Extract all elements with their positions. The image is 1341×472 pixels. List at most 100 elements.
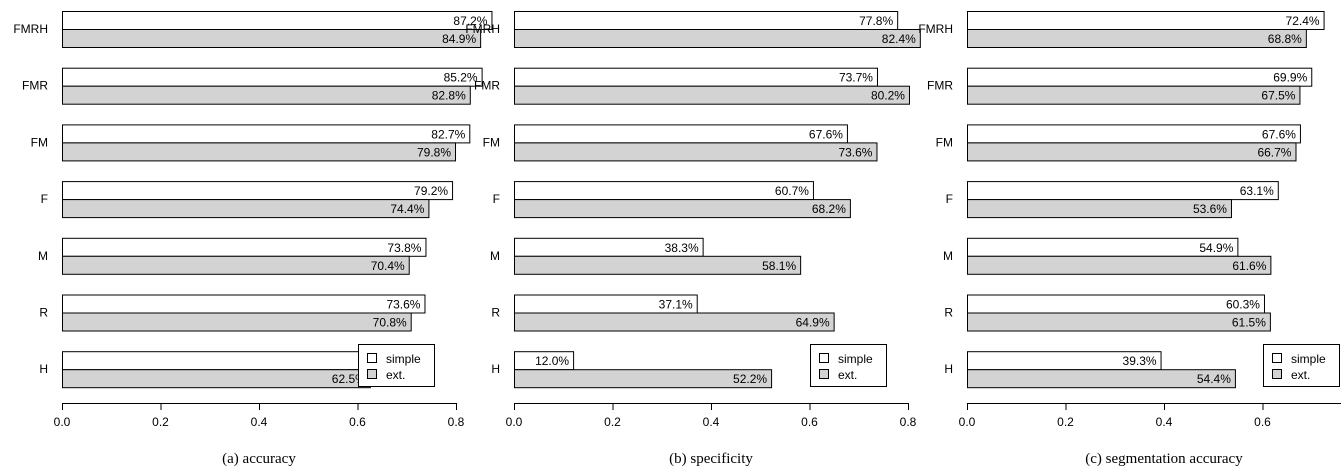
x-tick-label: 0.2 <box>152 415 169 429</box>
data-label: 63.1% <box>1240 184 1274 198</box>
bar-ext <box>967 142 1297 162</box>
bar-ext <box>514 29 921 48</box>
data-label: 37.1% <box>659 298 693 312</box>
data-label: 79.8% <box>417 145 451 159</box>
bar-ext <box>967 255 1272 275</box>
data-label: 66.7% <box>1257 145 1291 159</box>
category-label: FM <box>483 135 500 149</box>
legend-box <box>1263 344 1340 387</box>
legend-label: simple <box>386 352 421 366</box>
bar-simple <box>62 11 493 30</box>
category-label: F <box>41 192 48 206</box>
bar-simple <box>514 181 814 201</box>
legend-swatch-simple <box>367 353 377 363</box>
legend-label: ext. <box>1291 368 1310 382</box>
data-label: 53.6% <box>1193 202 1227 216</box>
data-label: 82.4% <box>882 32 916 46</box>
category-label: FMR <box>22 79 48 93</box>
bar-simple <box>967 67 1313 87</box>
category-label: R <box>491 306 500 320</box>
data-label: 77.8% <box>859 14 893 28</box>
category-label: M <box>943 249 953 263</box>
x-tick-label: 0.0 <box>54 415 71 429</box>
legend-swatch-ext <box>819 369 829 379</box>
x-tick-label: 0.6 <box>349 415 366 429</box>
bar-simple <box>62 351 399 371</box>
bar-simple <box>62 294 426 314</box>
bar-simple <box>514 67 878 87</box>
data-label: 61.5% <box>1232 316 1266 330</box>
x-tick-label: 0.2 <box>604 415 621 429</box>
category-label: F <box>946 192 953 206</box>
data-label: 84.9% <box>442 32 476 46</box>
data-label: 38.3% <box>665 241 699 255</box>
data-label: 82.8% <box>432 89 466 103</box>
data-label: 58.1% <box>762 259 796 273</box>
data-label: 74.4% <box>390 202 424 216</box>
category-label: F <box>493 192 500 206</box>
category-label: R <box>39 306 48 320</box>
x-tick-label: 0.6 <box>801 415 818 429</box>
category-label: FM <box>936 135 953 149</box>
bar-simple <box>967 181 1279 201</box>
data-label: 70.4% <box>371 259 405 273</box>
x-tick-label: 0.4 <box>251 415 268 429</box>
data-label: 68.8% <box>1268 32 1302 46</box>
data-label: 79.2% <box>414 184 448 198</box>
bar-simple <box>62 181 454 201</box>
x-tick-label: 0.0 <box>959 415 976 429</box>
x-tick-label: 0.8 <box>900 415 917 429</box>
bar-ext <box>62 142 457 162</box>
bar-ext <box>514 85 910 105</box>
bar-ext <box>967 199 1232 219</box>
bar-simple <box>514 11 899 30</box>
data-label: 67.6% <box>809 127 843 141</box>
bar-ext <box>62 369 371 389</box>
panel-caption: (a) accuracy <box>222 451 296 467</box>
category-label: FMRH <box>13 22 48 36</box>
category-label: H <box>491 362 500 376</box>
category-label: H <box>39 362 48 376</box>
data-label: 73.6% <box>838 145 872 159</box>
data-label: 52.2% <box>733 372 767 386</box>
data-label: 60.7% <box>775 184 809 198</box>
bar-simple <box>62 237 427 257</box>
category-label: FMRH <box>918 22 953 36</box>
bar-simple <box>967 124 1301 144</box>
category-label: M <box>38 249 48 263</box>
bar-ext <box>62 255 410 275</box>
data-label: 54.9% <box>1199 241 1233 255</box>
bar-simple <box>967 11 1325 30</box>
bar-ext <box>514 312 835 332</box>
category-label: H <box>944 362 953 376</box>
category-label: FMR <box>927 79 953 93</box>
bar-ext <box>967 312 1271 332</box>
bar-ext <box>967 369 1236 389</box>
data-label: 70.8% <box>373 316 407 330</box>
legend-swatch-simple <box>1272 353 1282 363</box>
bar-ext <box>967 29 1307 48</box>
panel-caption: (c) segmentation accuracy <box>1085 451 1243 467</box>
legend-swatch-ext <box>367 369 377 379</box>
data-label: 72.4% <box>1286 14 1320 28</box>
legend-label: simple <box>838 352 873 366</box>
bar-ext <box>62 29 482 48</box>
category-label: FMRH <box>465 22 500 36</box>
data-label: 73.6% <box>386 298 420 312</box>
data-label: 54.4% <box>1197 372 1231 386</box>
data-label: 73.7% <box>839 71 873 85</box>
category-label: FMR <box>474 79 500 93</box>
x-tick-label: 0.4 <box>703 415 720 429</box>
bar-simple <box>967 237 1239 257</box>
data-label: 67.5% <box>1261 89 1295 103</box>
legend-swatch-ext <box>1272 369 1282 379</box>
data-label: 39.3% <box>1123 354 1157 368</box>
legend-label: simple <box>1291 352 1326 366</box>
legend-label: ext. <box>838 368 857 382</box>
bar-ext <box>514 199 851 219</box>
bar-ext <box>967 85 1301 105</box>
data-label: 64.9% <box>796 316 830 330</box>
bar-simple <box>62 124 471 144</box>
x-tick-label: 0.6 <box>1254 415 1271 429</box>
